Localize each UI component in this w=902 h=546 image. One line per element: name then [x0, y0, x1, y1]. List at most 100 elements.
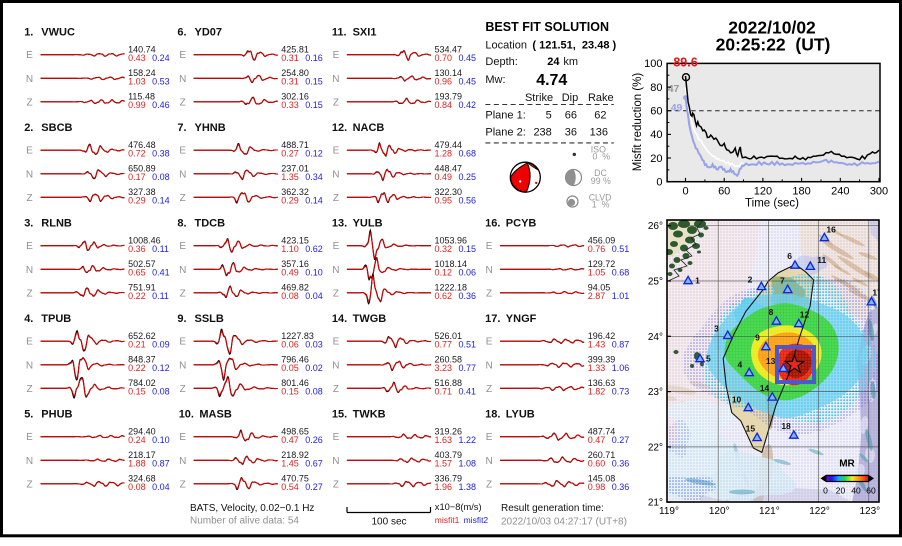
svg-text:14: 14: [760, 383, 770, 393]
svg-text:0.70: 0.70: [435, 53, 453, 63]
svg-text:1.38: 1.38: [459, 482, 477, 492]
svg-text:Z: Z: [333, 193, 339, 204]
svg-text:0.12: 0.12: [435, 268, 453, 278]
svg-text:CLVD: CLVD: [589, 193, 612, 203]
svg-text:Z: Z: [486, 288, 492, 299]
svg-text:502.57: 502.57: [128, 259, 156, 269]
svg-text:NACB: NACB: [353, 122, 385, 134]
svg-text:N: N: [332, 456, 339, 467]
svg-text:Result generation time:: Result generation time:: [501, 503, 604, 514]
svg-text:0.47: 0.47: [588, 435, 606, 445]
svg-text:0.29: 0.29: [281, 196, 299, 206]
svg-text:1222.18: 1222.18: [435, 283, 468, 293]
svg-text:10: 10: [732, 395, 742, 405]
svg-text:22°: 22°: [648, 442, 663, 453]
svg-text:0.21: 0.21: [128, 340, 146, 350]
svg-text:60: 60: [650, 106, 662, 118]
svg-text:9.: 9.: [177, 313, 186, 325]
svg-text:652.62: 652.62: [128, 331, 156, 341]
svg-text:0.98: 0.98: [588, 482, 606, 492]
svg-text:0.31: 0.31: [281, 53, 299, 63]
svg-text:10.: 10.: [179, 409, 194, 421]
svg-text:20: 20: [836, 486, 846, 496]
svg-text:VWUC: VWUC: [41, 27, 75, 39]
svg-text:SXI1: SXI1: [353, 27, 377, 39]
svg-text:0.34: 0.34: [305, 172, 323, 182]
svg-text:5: 5: [706, 354, 711, 364]
svg-text:N: N: [332, 265, 339, 276]
svg-text:YHNB: YHNB: [195, 122, 226, 134]
svg-text:E: E: [179, 146, 186, 157]
svg-text:8: 8: [769, 307, 774, 317]
svg-text:YD07: YD07: [195, 27, 223, 39]
svg-text:3: 3: [714, 323, 719, 333]
svg-text:E: E: [179, 50, 186, 61]
svg-text:x10−8(m/s): x10−8(m/s): [435, 502, 482, 512]
svg-text:100: 100: [644, 58, 662, 70]
svg-text:1.35: 1.35: [281, 172, 299, 182]
svg-text:0.26: 0.26: [305, 435, 323, 445]
svg-text:479.44: 479.44: [435, 140, 463, 150]
svg-text:0.95: 0.95: [435, 196, 453, 206]
svg-text:1227.83: 1227.83: [281, 331, 314, 341]
svg-text:0.11: 0.11: [152, 291, 169, 301]
svg-text:7: 7: [780, 275, 785, 285]
svg-text:N: N: [485, 265, 492, 276]
svg-text:62: 62: [594, 109, 606, 121]
svg-text:6: 6: [787, 251, 792, 261]
svg-text:Z: Z: [180, 384, 186, 395]
svg-text:0 %: 0 %: [593, 152, 611, 162]
svg-text:294.40: 294.40: [128, 427, 156, 437]
svg-text:YULB: YULB: [353, 218, 383, 230]
svg-text:1.: 1.: [24, 27, 33, 39]
svg-text:0.27: 0.27: [612, 435, 630, 445]
svg-text:238: 238: [533, 127, 551, 139]
svg-text:0.45: 0.45: [459, 53, 477, 63]
svg-text:0.49: 0.49: [281, 268, 299, 278]
svg-text:1.28: 1.28: [435, 149, 453, 159]
svg-text:Depth:: Depth:: [485, 56, 517, 68]
svg-text:140.74: 140.74: [128, 45, 156, 55]
svg-text:2022/10/02: 2022/10/02: [728, 18, 816, 38]
svg-text:327.38: 327.38: [128, 187, 156, 197]
svg-text:8.: 8.: [177, 218, 186, 230]
svg-text:0.47: 0.47: [281, 435, 299, 445]
svg-text:11.: 11.: [332, 27, 347, 39]
svg-text:24°: 24°: [648, 332, 663, 343]
svg-text:115.48: 115.48: [128, 92, 155, 102]
svg-text:0.56: 0.56: [459, 196, 477, 206]
svg-text:0.36: 0.36: [612, 459, 630, 469]
svg-text:12: 12: [800, 310, 810, 320]
svg-text:MR: MR: [839, 459, 855, 470]
svg-text:E: E: [486, 241, 493, 252]
svg-text:E: E: [333, 337, 340, 348]
svg-text:Misfit reduction (%): Misfit reduction (%): [632, 73, 644, 172]
svg-text:60: 60: [718, 186, 730, 198]
svg-text:N: N: [179, 265, 186, 276]
svg-text:1.10: 1.10: [281, 244, 299, 254]
svg-text:E: E: [179, 432, 186, 443]
svg-text:40: 40: [851, 486, 861, 496]
svg-text:534.47: 534.47: [435, 45, 463, 55]
svg-text:0.87: 0.87: [152, 459, 170, 469]
svg-text:E: E: [179, 337, 186, 348]
svg-text:1.33: 1.33: [588, 363, 606, 373]
svg-text:0.45: 0.45: [459, 77, 477, 87]
svg-text:218.92: 218.92: [281, 450, 309, 460]
svg-text:TPUB: TPUB: [41, 313, 71, 325]
svg-text:YNGF: YNGF: [506, 313, 537, 325]
svg-text:Number of alive data: 54: Number of alive data: 54: [190, 516, 299, 527]
svg-text:399.39: 399.39: [588, 355, 616, 365]
svg-text:100 sec: 100 sec: [371, 517, 406, 528]
svg-text:13.: 13.: [332, 218, 347, 230]
svg-text:2.87: 2.87: [588, 291, 606, 301]
svg-text:0.04: 0.04: [152, 482, 170, 492]
svg-text:3.: 3.: [24, 218, 33, 230]
svg-text:SSLB: SSLB: [195, 313, 224, 325]
svg-text:E: E: [333, 50, 340, 61]
svg-text:13: 13: [766, 356, 776, 366]
svg-text:E: E: [486, 432, 493, 443]
svg-text:0.96: 0.96: [435, 77, 453, 87]
svg-text:784.02: 784.02: [128, 378, 156, 388]
svg-text:448.47: 448.47: [435, 164, 463, 174]
